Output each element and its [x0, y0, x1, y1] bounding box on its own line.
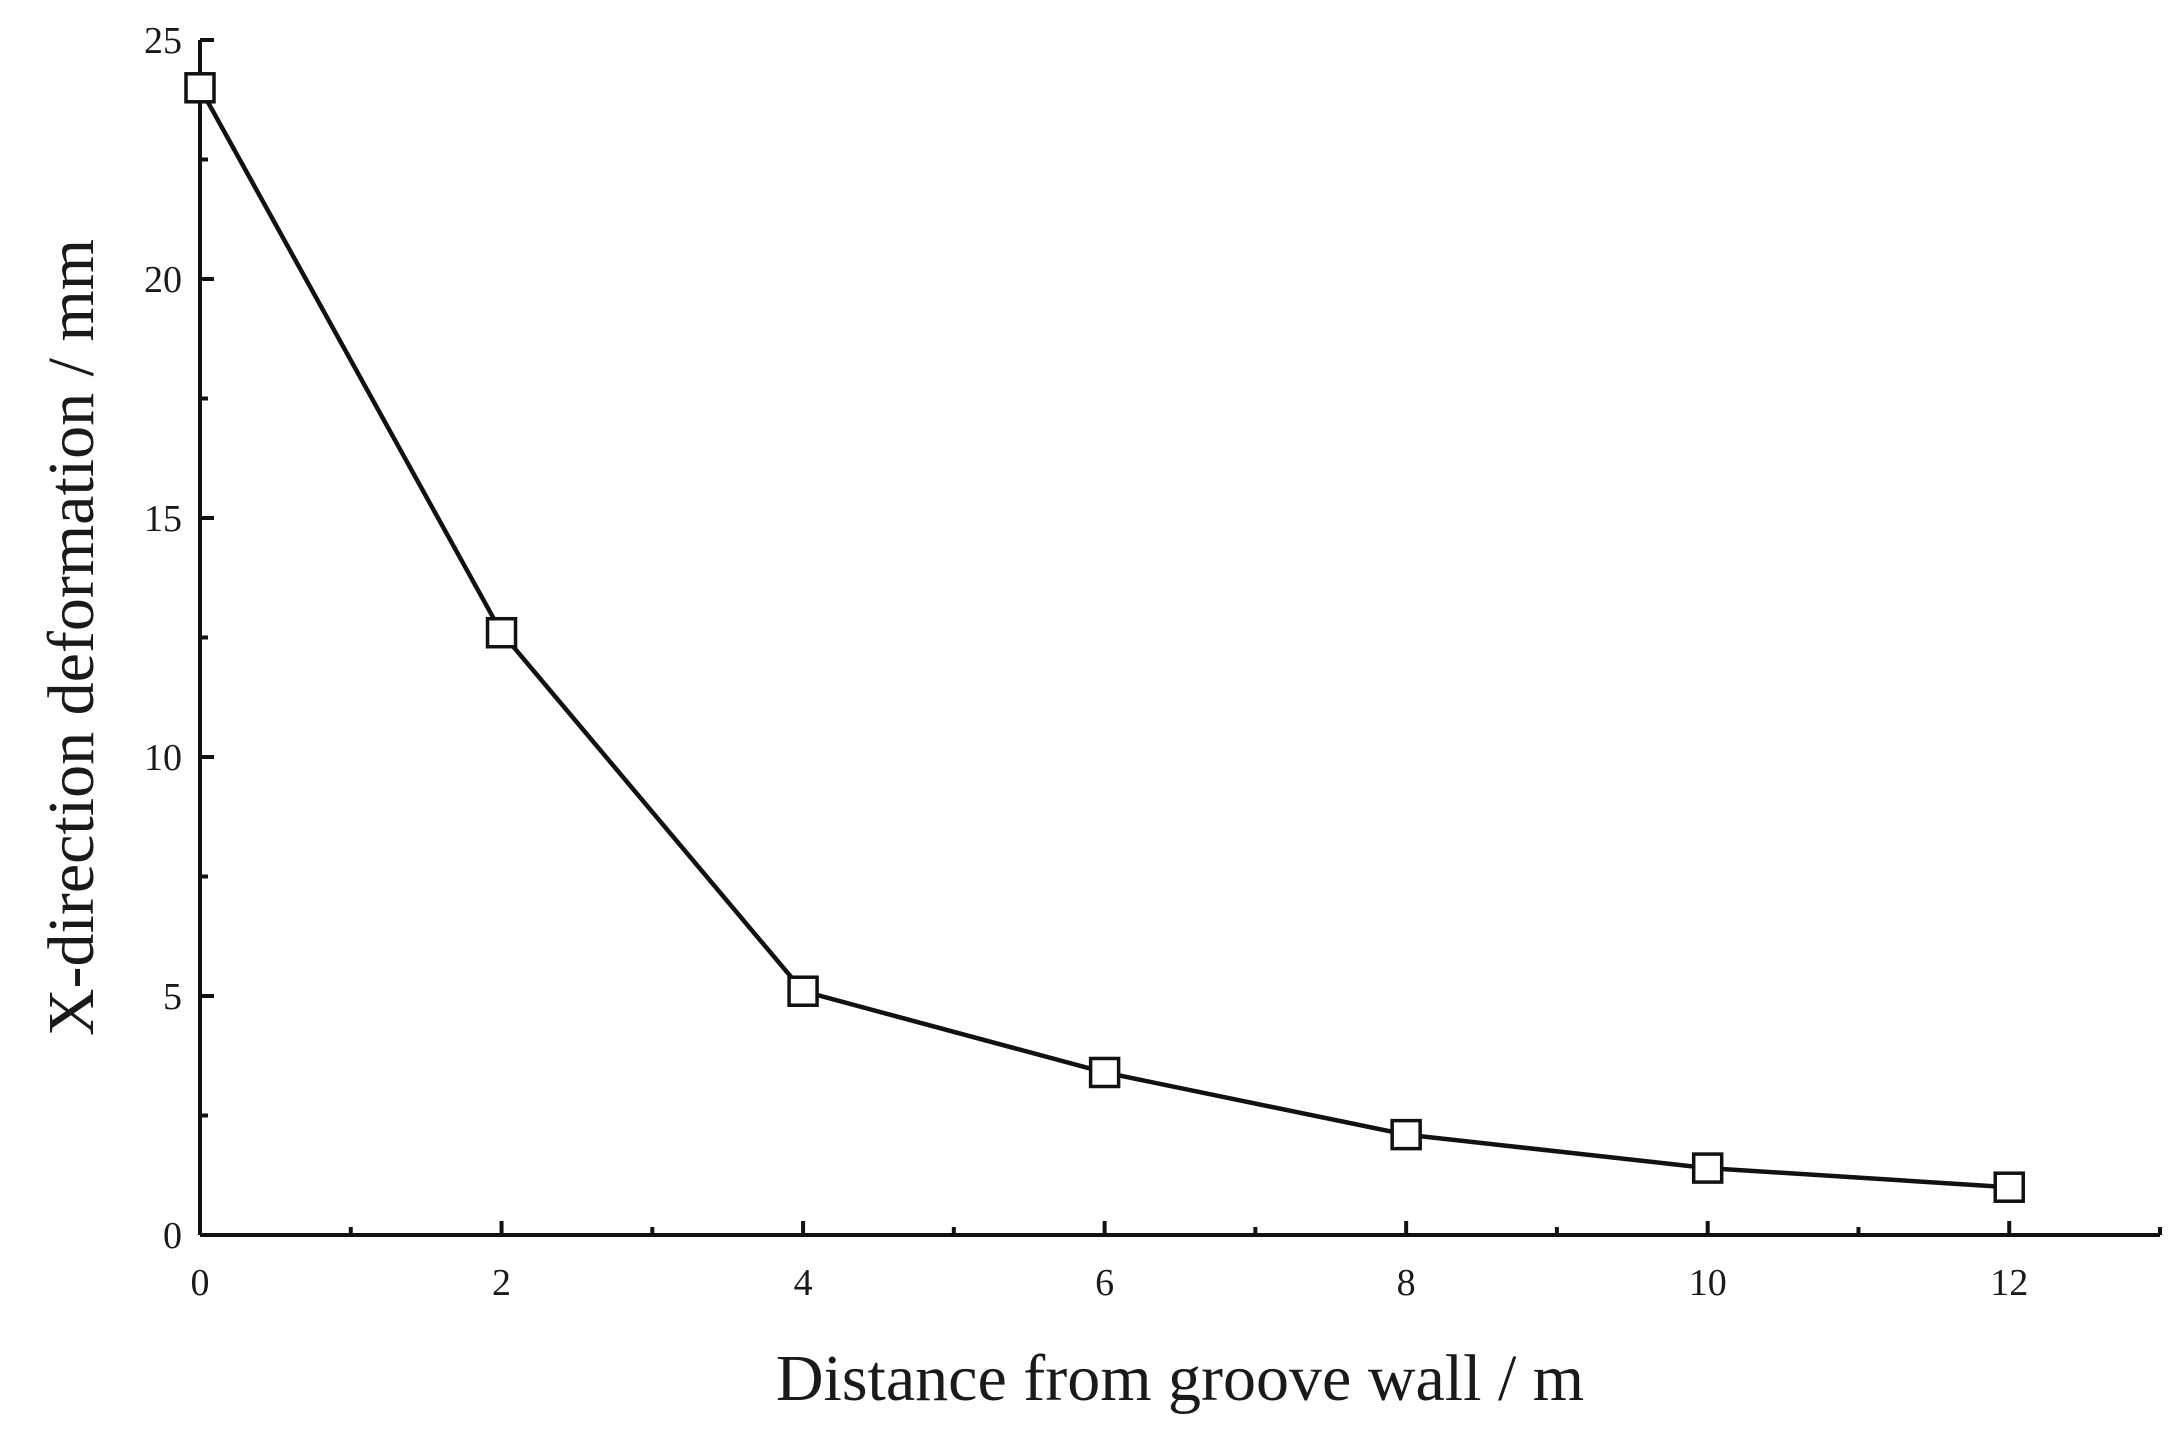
data-point-marker	[184, 72, 216, 104]
series-group	[184, 72, 2025, 1203]
data-point-marker	[485, 616, 518, 649]
data-point-marker	[1993, 1171, 2025, 1203]
y-tick-label: 10	[144, 737, 182, 779]
y-tick-label: 20	[144, 259, 182, 301]
y-axis-title: X-direction deformation / mm	[35, 239, 108, 1036]
data-point-marker	[1691, 1152, 1724, 1184]
x-tick-label: 8	[1397, 1262, 1416, 1304]
y-tick-label: 0	[163, 1215, 182, 1257]
x-tick-label: 12	[1990, 1262, 2028, 1304]
y-tick-label: 25	[144, 20, 182, 62]
x-axis-title: Distance from groove wall / m	[776, 1342, 1584, 1415]
x-tick-label: 4	[794, 1262, 813, 1304]
axis-ticks	[198, 38, 2162, 1237]
data-point-marker	[1390, 1118, 1422, 1151]
y-tick-label: 5	[163, 976, 182, 1018]
series-line	[198, 86, 2010, 1190]
data-point-marker	[1088, 1056, 1121, 1089]
x-tick-label: 6	[1095, 1262, 1114, 1304]
y-tick-label: 15	[144, 498, 182, 540]
x-tick-label: 0	[191, 1262, 210, 1304]
data-point-marker	[787, 975, 819, 1007]
x-tick-label: 2	[492, 1262, 511, 1304]
tick-labels: 0 2 4 6 8 10 12 0 5 10 15 20 25	[144, 20, 2028, 1304]
x-tick-label: 10	[1689, 1262, 1727, 1304]
